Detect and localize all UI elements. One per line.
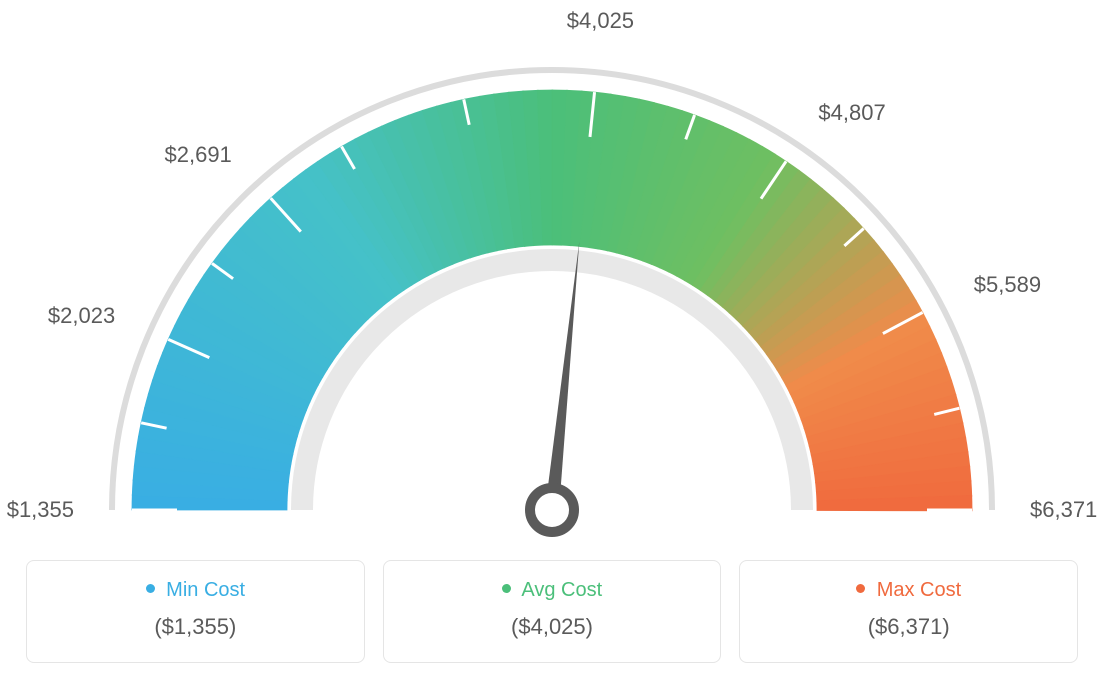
gauge-svg bbox=[20, 20, 1084, 550]
gauge-tick-label: $2,691 bbox=[165, 142, 232, 168]
gauge-tick-label: $2,023 bbox=[48, 303, 115, 329]
gauge-needle-hub bbox=[530, 488, 574, 532]
legend-title-avg: Avg Cost bbox=[394, 579, 711, 602]
gauge-tick-label: $5,589 bbox=[974, 272, 1041, 298]
legend-card-avg: Avg Cost ($4,025) bbox=[383, 560, 722, 663]
gauge-tick-label: $4,025 bbox=[567, 8, 634, 34]
gauge-needle bbox=[545, 241, 579, 510]
legend-value-min: ($1,355) bbox=[37, 614, 354, 640]
gauge-tick-label: $6,371 bbox=[1030, 497, 1097, 523]
legend-title-max: Max Cost bbox=[750, 579, 1067, 602]
legend-title-text: Max Cost bbox=[877, 579, 961, 601]
legend-row: Min Cost ($1,355) Avg Cost ($4,025) Max … bbox=[20, 560, 1084, 663]
legend-value-avg: ($4,025) bbox=[394, 614, 711, 640]
cost-gauge-chart: $1,355$2,023$2,691$4,025$4,807$5,589$6,3… bbox=[20, 20, 1084, 550]
gauge-color-arc bbox=[132, 90, 972, 511]
dot-icon bbox=[502, 584, 511, 593]
gauge-tick-label: $4,807 bbox=[818, 100, 885, 126]
legend-title-text: Avg Cost bbox=[521, 579, 602, 601]
legend-value-max: ($6,371) bbox=[750, 614, 1067, 640]
legend-title-min: Min Cost bbox=[37, 579, 354, 602]
dot-icon bbox=[146, 584, 155, 593]
dot-icon bbox=[856, 584, 865, 593]
legend-card-max: Max Cost ($6,371) bbox=[739, 560, 1078, 663]
gauge-tick-label: $1,355 bbox=[7, 497, 74, 523]
legend-card-min: Min Cost ($1,355) bbox=[26, 560, 365, 663]
legend-title-text: Min Cost bbox=[166, 579, 245, 601]
